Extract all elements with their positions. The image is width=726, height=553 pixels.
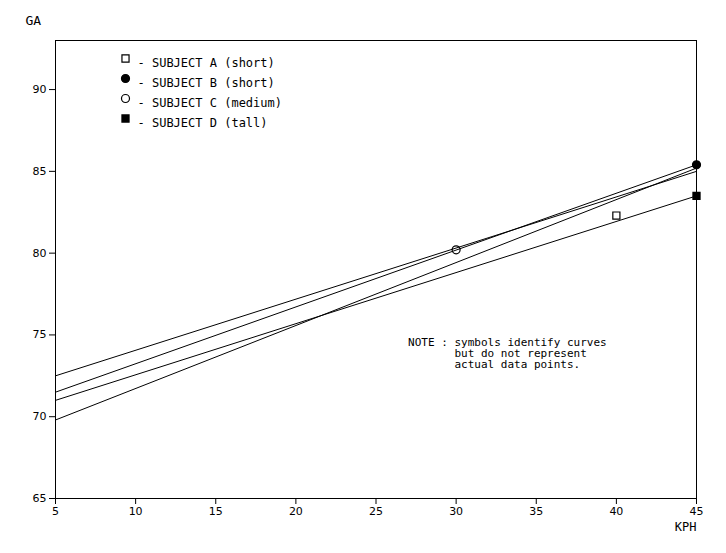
svg-text:KPH: KPH bbox=[675, 520, 697, 534]
svg-text:20: 20 bbox=[289, 505, 303, 518]
svg-text:80: 80 bbox=[33, 247, 47, 260]
svg-text:- SUBJECT B (short): - SUBJECT B (short) bbox=[138, 76, 275, 90]
svg-text:- SUBJECT A (short): - SUBJECT A (short) bbox=[138, 56, 275, 70]
svg-text:90: 90 bbox=[33, 83, 47, 96]
svg-text:NOTE : symbols identify curves: NOTE : symbols identify curves but do no… bbox=[408, 336, 607, 371]
svg-text:25: 25 bbox=[369, 505, 383, 518]
svg-text:10: 10 bbox=[129, 505, 143, 518]
svg-text:15: 15 bbox=[209, 505, 223, 518]
svg-text:65: 65 bbox=[33, 492, 47, 505]
svg-text:- SUBJECT C (medium): - SUBJECT C (medium) bbox=[138, 96, 283, 110]
svg-text:35: 35 bbox=[529, 505, 543, 518]
svg-text:5: 5 bbox=[52, 505, 59, 518]
svg-text:40: 40 bbox=[609, 505, 623, 518]
svg-text:45: 45 bbox=[690, 505, 704, 518]
svg-text:30: 30 bbox=[449, 505, 463, 518]
svg-text:- SUBJECT D (tall): - SUBJECT D (tall) bbox=[138, 116, 268, 130]
svg-text:70: 70 bbox=[33, 410, 47, 423]
svg-text:75: 75 bbox=[33, 328, 47, 341]
svg-text:GA: GA bbox=[26, 13, 42, 28]
svg-text:85: 85 bbox=[33, 165, 47, 178]
